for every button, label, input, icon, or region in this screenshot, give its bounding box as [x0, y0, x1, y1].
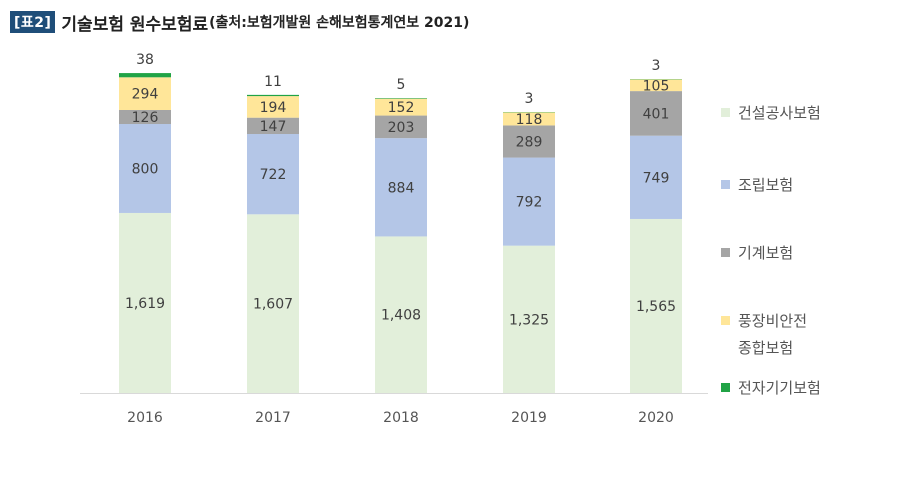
data-label-2020-5: 3 [652, 58, 661, 74]
bar-segment-2020-2 [630, 135, 682, 219]
legend-label-3: 기계보험 [738, 244, 793, 262]
x-tick-label-2016: 2016 [127, 410, 163, 426]
data-label-2019-5: 3 [525, 91, 534, 107]
bar-segment-2018-1 [375, 236, 427, 393]
bar-segment-2018-3 [375, 115, 427, 139]
data-label-2018-1: 1,408 [381, 308, 421, 324]
data-label-2016-4: 294 [132, 87, 159, 103]
data-label-2020-2: 749 [643, 170, 670, 186]
legend-swatch-5 [721, 383, 730, 392]
data-label-2017-5: 11 [264, 74, 282, 90]
bar-segment-2017-2 [247, 134, 299, 215]
bar-segment-2017-5 [247, 94, 299, 97]
data-label-2018-4: 152 [388, 100, 415, 116]
data-label-2016-5: 38 [136, 52, 154, 68]
data-label-2019-1: 1,325 [509, 312, 549, 328]
data-label-2018-3: 203 [388, 120, 415, 136]
x-tick-label-2020: 2020 [638, 410, 674, 426]
bar-segment-2017-1 [247, 214, 299, 393]
table-tag: [표2] [10, 11, 56, 33]
legend-swatch-3 [721, 248, 730, 257]
bar-segment-2016-1 [119, 212, 171, 393]
x-tick-label-2019: 2019 [511, 410, 547, 426]
bar-segment-2016-3 [119, 109, 171, 125]
legend-swatch-4 [721, 316, 730, 325]
data-label-2020-4: 105 [643, 78, 670, 94]
bar-segment-2020-4 [630, 79, 682, 92]
data-label-2019-4: 118 [516, 112, 543, 128]
chart-title: 기술보험 원수보험료 [61, 14, 209, 35]
bar-segment-2017-4 [247, 96, 299, 118]
bar-segment-2016-5 [119, 73, 171, 78]
bar-segment-2019-3 [503, 125, 555, 158]
bar-segment-2020-3 [630, 91, 682, 136]
data-label-2019-3: 289 [516, 135, 543, 151]
chart-header: [표2] 기술보험 원수보험료 (출처:보험개발원 손해보험통계연보 2021) [10, 9, 469, 35]
bar-segment-2017-3 [247, 117, 299, 135]
data-label-2020-3: 401 [643, 106, 670, 122]
data-label-2019-2: 792 [516, 195, 543, 211]
data-label-2017-1: 1,607 [253, 297, 293, 313]
x-tick-label-2018: 2018 [383, 410, 419, 426]
data-label-2016-2: 800 [132, 161, 159, 177]
bar-segment-2018-5 [375, 98, 427, 99]
data-label-2017-3: 147 [260, 119, 287, 135]
data-label-2017-2: 722 [260, 167, 287, 183]
data-label-2016-1: 1,619 [125, 296, 165, 312]
bar-segment-2019-4 [503, 112, 555, 126]
bar-segment-2018-2 [375, 138, 427, 237]
legend-label-4: 풍장비안전 종합보험 [738, 312, 807, 357]
x-tick-label-2017: 2017 [255, 410, 291, 426]
legend-label-2: 조립보험 [738, 176, 793, 194]
legend-label-1: 건설공사보험 [738, 104, 821, 122]
data-label-2016-3: 126 [132, 110, 159, 126]
data-label-2020-1: 1,565 [636, 299, 676, 315]
bar-segment-2019-1 [503, 245, 555, 393]
bar-segment-2016-2 [119, 124, 171, 213]
data-label-2017-4: 194 [260, 100, 287, 116]
bar-segment-2019-2 [503, 157, 555, 246]
legend-swatch-1 [721, 108, 730, 117]
bar-segment-2018-4 [375, 98, 427, 116]
bar-segment-2020-1 [630, 218, 682, 393]
legend-swatch-2 [721, 180, 730, 189]
legend-label-5: 전자기기보험 [738, 379, 821, 397]
data-label-2018-2: 884 [388, 180, 415, 196]
bar-segment-2016-4 [119, 77, 171, 110]
data-label-2018-5: 5 [397, 77, 406, 93]
chart-source: (출처:보험개발원 손해보험통계연보 2021) [209, 15, 470, 31]
